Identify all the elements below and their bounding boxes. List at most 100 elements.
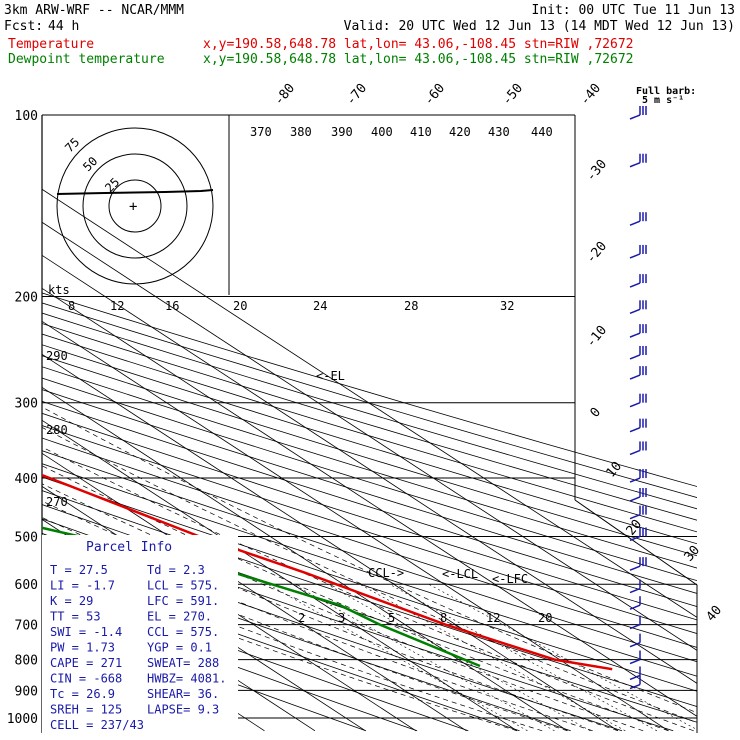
dry-adiabat bbox=[42, 595, 418, 732]
right-axis-lower bbox=[574, 499, 698, 733]
wind-barb-750 bbox=[629, 641, 641, 648]
hodograph-ring-label-50: 50 bbox=[80, 154, 100, 174]
hodograph-ring-75 bbox=[56, 127, 214, 285]
theta-e-label-3: 400 bbox=[371, 125, 393, 139]
isotherm-label-right-4: 10 bbox=[604, 459, 626, 481]
dewpoint-location: x,y=190.58,648.78 lat,lon= 43.06,-108.45… bbox=[203, 52, 633, 67]
wind-barb-230 bbox=[629, 332, 641, 338]
wind-speed-label-3: 16 bbox=[165, 299, 179, 313]
mixing-ratio-label-4: 12 bbox=[486, 611, 500, 625]
wind-speed-label-2: 12 bbox=[110, 299, 124, 313]
wind-barb-330 bbox=[629, 426, 641, 433]
parcel-row-9-left: SREH = 125 bbox=[50, 703, 122, 717]
wind-barb-430 bbox=[629, 496, 641, 502]
moist-adiabat bbox=[42, 500, 619, 732]
parcel-info-title: Parcel Info bbox=[86, 540, 172, 555]
wind-speed-label-4: 20 bbox=[233, 299, 247, 313]
mixing-ratio-line bbox=[428, 583, 697, 730]
isotherm-line bbox=[42, 353, 619, 732]
theta-e-label-0: 370 bbox=[250, 125, 272, 139]
pressure-label-100: 100 bbox=[15, 109, 38, 124]
valid-time: Valid: 20 UTC Wed 12 Jun 13 (14 MDT Wed … bbox=[344, 19, 735, 34]
theta-e-label-7: 440 bbox=[531, 125, 553, 139]
wind-barb-800 bbox=[629, 658, 641, 665]
isotherm-label-right-6: 30 bbox=[682, 543, 704, 565]
mixing-ratio-line bbox=[359, 583, 626, 732]
isotherm-line bbox=[42, 485, 417, 732]
isotherm-line bbox=[42, 287, 697, 717]
parcel-row-0-left: T = 27.5 bbox=[50, 563, 108, 577]
parcel-row-7-right: HWBZ= 4081. bbox=[147, 672, 226, 686]
isotherm-label-right-2: -10 bbox=[584, 323, 611, 351]
hodograph-ring-label-75: 75 bbox=[62, 135, 82, 155]
isotherm-label-right-1: -20 bbox=[584, 239, 611, 267]
wind-barb-360 bbox=[629, 449, 641, 456]
dry-adiabat bbox=[42, 463, 697, 677]
barb-legend-units: 5 m s⁻¹ bbox=[642, 95, 684, 106]
dry-adiabat bbox=[42, 504, 697, 723]
dry-adiabat bbox=[42, 412, 697, 621]
wind-barb-170 bbox=[629, 253, 641, 259]
pressure-label-400: 400 bbox=[15, 472, 38, 487]
mixing-ratio-line bbox=[389, 583, 658, 732]
dry-adiabat bbox=[42, 611, 367, 732]
isotherm-label-top-2: -60 bbox=[422, 81, 449, 109]
wind-barb-100 bbox=[629, 114, 641, 120]
isotherm-label-right-7: 40 bbox=[704, 603, 726, 625]
theta-e-label-4: 410 bbox=[410, 125, 432, 139]
moist-adiabat bbox=[42, 465, 669, 732]
theta-e-label-2: 390 bbox=[331, 125, 353, 139]
mixing-ratio-line bbox=[267, 583, 528, 732]
diagram-grid bbox=[42, 115, 697, 732]
moist-adiabat bbox=[42, 406, 697, 714]
mixing-ratio-label-1: 3 bbox=[338, 611, 345, 625]
parcel-row-6-left: CAPE = 271 bbox=[50, 656, 122, 670]
pressure-label-500: 500 bbox=[15, 530, 38, 545]
wind-barb-270 bbox=[629, 374, 641, 380]
wind-barbs bbox=[629, 106, 647, 690]
pressure-label-900: 900 bbox=[15, 684, 38, 699]
dry-adiabat bbox=[42, 389, 697, 594]
pressure-label-700: 700 bbox=[15, 619, 38, 634]
wind-speed-label-7: 32 bbox=[500, 299, 514, 313]
wind-barb-210 bbox=[629, 308, 641, 314]
parcel-row-1-right: LCL = 575. bbox=[147, 579, 219, 593]
hodograph-center-marker: + bbox=[129, 199, 137, 215]
dry-adiabat bbox=[42, 344, 697, 545]
dry-adiabat bbox=[42, 302, 697, 498]
isotherm-label-right-3: 0 bbox=[588, 405, 605, 421]
hodograph-ring-25 bbox=[108, 179, 162, 233]
fcst-value: 44 h bbox=[48, 19, 79, 34]
wind-barb-120 bbox=[629, 162, 641, 168]
parcel-info-panel bbox=[42, 535, 238, 733]
lcl-marker: <-LCL bbox=[442, 567, 478, 581]
moist-adiabat bbox=[42, 532, 568, 732]
temperature-label: Temperature bbox=[8, 37, 94, 52]
dry-adiabat bbox=[42, 579, 469, 732]
dry-adiabat bbox=[42, 355, 697, 557]
parcel-row-4-right: CCL = 575. bbox=[147, 625, 219, 639]
wind-barb-650 bbox=[629, 604, 641, 610]
hodograph-inset: 25 50 75 + bbox=[56, 115, 230, 295]
isotherm-label-right-0: -30 bbox=[584, 157, 611, 185]
moist-adiabat bbox=[42, 446, 694, 732]
wind-barb-610 bbox=[629, 587, 641, 594]
left-theta-label-2: 270 bbox=[46, 495, 68, 509]
wind-speed-label-6: 28 bbox=[404, 299, 418, 313]
theta-e-label-1: 380 bbox=[290, 125, 312, 139]
isotherm-line bbox=[42, 320, 669, 732]
ccl-marker: CCL-> bbox=[368, 566, 404, 580]
el-marker: <-EL bbox=[316, 369, 345, 383]
wind-barb-190 bbox=[629, 282, 641, 288]
parcel-row-6-right: SWEAT= 288 bbox=[147, 656, 219, 670]
wind-speed-label-5: 24 bbox=[313, 299, 327, 313]
parcel-row-3-left: TT = 53 bbox=[50, 610, 101, 624]
hodograph-trace bbox=[56, 189, 214, 195]
isotherm-line bbox=[42, 419, 518, 732]
fcst-label: Fcst: bbox=[4, 19, 43, 34]
temperature-location: x,y=190.58,648.78 lat,lon= 43.06,-108.45… bbox=[203, 37, 633, 52]
parcel-row-1-left: LI = -1.7 bbox=[50, 579, 115, 593]
wind-barb-500 bbox=[629, 535, 641, 542]
